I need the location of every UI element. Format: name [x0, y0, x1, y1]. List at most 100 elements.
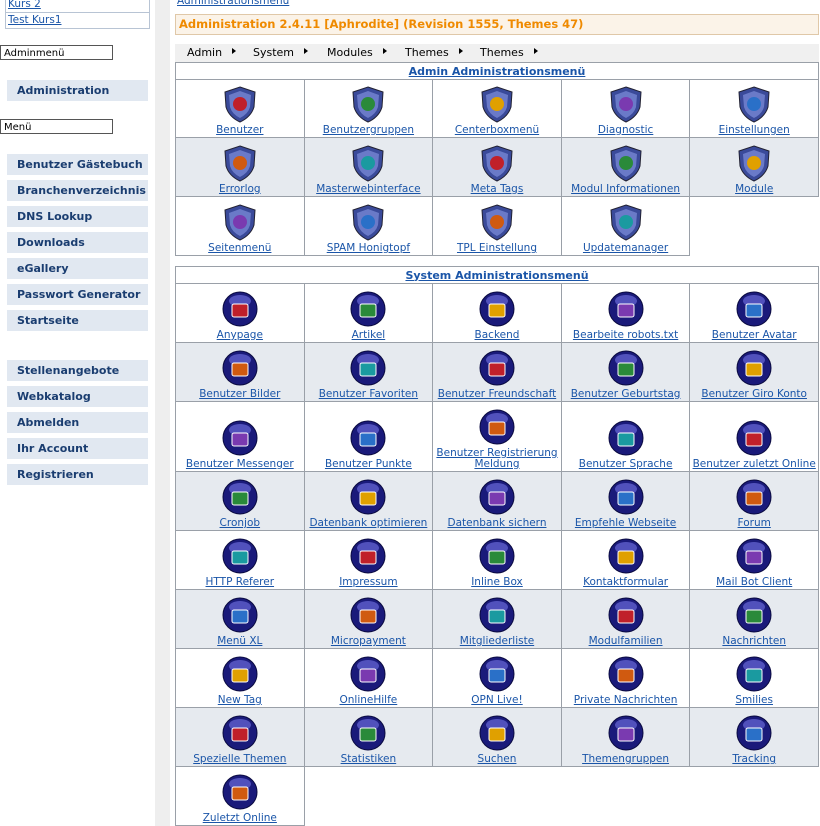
icon-label[interactable]: Artikel [351, 329, 386, 341]
icon[interactable] [349, 349, 387, 387]
icon-label[interactable]: Benutzer Registrierung Meldung [436, 447, 558, 470]
icon[interactable] [478, 290, 516, 328]
icon-label[interactable]: Micropayment [330, 635, 406, 647]
menu-item[interactable]: Branchenverzeichnis [7, 180, 148, 201]
icon[interactable] [735, 655, 773, 693]
menubar-item[interactable]: Modules [327, 46, 387, 59]
icon[interactable] [221, 537, 259, 575]
icon-label[interactable]: TPL Einstellung [456, 242, 537, 254]
icon-label[interactable]: Benutzer [216, 124, 264, 136]
menu-item[interactable]: Stellenangebote [7, 360, 148, 381]
icon-label[interactable]: Anypage [216, 329, 263, 341]
menu-item[interactable]: Downloads [7, 232, 148, 253]
course-link[interactable]: Kurs 2 [5, 0, 150, 13]
icon[interactable] [478, 478, 516, 516]
icon-label[interactable]: Kontaktformular [583, 576, 669, 588]
menubar-item[interactable]: System [253, 46, 309, 59]
icon-label[interactable]: Benutzer Sprache [578, 458, 673, 470]
icon[interactable] [607, 419, 645, 457]
icon-label[interactable]: Smilies [735, 694, 773, 706]
menubar-item[interactable]: Themes [405, 46, 463, 59]
icon-label[interactable]: Meta Tags [470, 183, 524, 195]
icon-label[interactable]: Benutzer zuletzt Online [692, 458, 816, 470]
icon-label[interactable]: Bearbeite robots.txt [572, 329, 679, 341]
icon[interactable] [221, 85, 259, 123]
icon[interactable] [735, 596, 773, 634]
icon-label[interactable]: Benutzer Geburtstag [570, 388, 681, 400]
icon-label[interactable]: Benutzer Favoriten [318, 388, 419, 400]
icon-label[interactable]: Statistiken [340, 753, 397, 765]
icon-label[interactable]: Benutzer Bilder [199, 388, 281, 400]
icon[interactable] [607, 655, 645, 693]
icon[interactable] [221, 203, 259, 241]
icon-label[interactable]: Datenbank sichern [447, 517, 547, 529]
icon-label[interactable]: Module [735, 183, 774, 195]
icon-label[interactable]: Modulfamilien [588, 635, 663, 647]
icon[interactable] [349, 596, 387, 634]
menubar-item[interactable]: Admin [187, 46, 237, 59]
icon[interactable] [478, 85, 516, 123]
menu-item[interactable]: Ihr Account [7, 438, 148, 459]
icon-label[interactable]: Private Nachrichten [573, 694, 678, 706]
icon[interactable] [349, 478, 387, 516]
icon[interactable] [607, 203, 645, 241]
menu-item[interactable]: Registrieren [7, 464, 148, 485]
icon-label[interactable]: Einstellungen [718, 124, 790, 136]
icon[interactable] [607, 349, 645, 387]
menu-item[interactable]: Startseite [7, 310, 148, 331]
icon[interactable] [349, 203, 387, 241]
icon[interactable] [221, 478, 259, 516]
icon-label[interactable]: Mail Bot Client [716, 576, 793, 588]
icon-label[interactable]: Menü XL [217, 635, 263, 647]
icon-label[interactable]: Backend [474, 329, 520, 341]
icon[interactable] [478, 537, 516, 575]
icon-label[interactable]: Seitenmenü [208, 242, 272, 254]
icon[interactable] [735, 478, 773, 516]
icon-label[interactable]: Cronjob [219, 517, 261, 529]
icon[interactable] [735, 144, 773, 182]
icon[interactable] [221, 714, 259, 752]
icon[interactable] [349, 419, 387, 457]
icon-label[interactable]: Benutzergruppen [322, 124, 415, 136]
icon-label[interactable]: Inline Box [471, 576, 523, 588]
menu-item[interactable]: Webkatalog [7, 386, 148, 407]
icon-label[interactable]: Errorlog [218, 183, 261, 195]
icon[interactable] [221, 596, 259, 634]
icon[interactable] [478, 655, 516, 693]
icon-label[interactable]: Themengruppen [582, 753, 670, 765]
icon-label[interactable]: Benutzer Giro Konto [701, 388, 807, 400]
icon[interactable] [607, 537, 645, 575]
icon[interactable] [221, 290, 259, 328]
icon[interactable] [607, 478, 645, 516]
icon-label[interactable]: Benutzer Messenger [185, 458, 294, 470]
icon[interactable] [349, 85, 387, 123]
icon-label[interactable]: Benutzer Punkte [324, 458, 412, 470]
icon-label[interactable]: Diagnostic [597, 124, 654, 136]
course-link[interactable]: Test Kurs1 [5, 13, 150, 29]
icon[interactable] [349, 655, 387, 693]
menu-item[interactable]: DNS Lookup [7, 206, 148, 227]
menu-item[interactable]: eGallery [7, 258, 148, 279]
icon[interactable] [607, 714, 645, 752]
icon[interactable] [221, 349, 259, 387]
icon-label[interactable]: Empfehle Webseite [574, 517, 677, 529]
icon[interactable] [221, 773, 259, 811]
icon[interactable] [349, 290, 387, 328]
icon[interactable] [478, 596, 516, 634]
icon[interactable] [735, 419, 773, 457]
icon[interactable] [221, 419, 259, 457]
icon[interactable] [478, 203, 516, 241]
icon-label[interactable]: Modul Informationen [571, 183, 681, 195]
icon[interactable] [478, 408, 516, 446]
icon[interactable] [478, 144, 516, 182]
icon-label[interactable]: OnlineHilfe [339, 694, 398, 706]
icon[interactable] [221, 655, 259, 693]
icon[interactable] [735, 537, 773, 575]
icon-label[interactable]: Tracking [732, 753, 777, 765]
icon[interactable] [607, 144, 645, 182]
icon-label[interactable]: Zuletzt Online [202, 812, 277, 824]
icon[interactable] [349, 537, 387, 575]
icon-label[interactable]: HTTP Referer [205, 576, 275, 588]
section-title[interactable]: System Administrationsmenü [405, 268, 589, 282]
menu-item[interactable]: Administration [7, 80, 148, 101]
